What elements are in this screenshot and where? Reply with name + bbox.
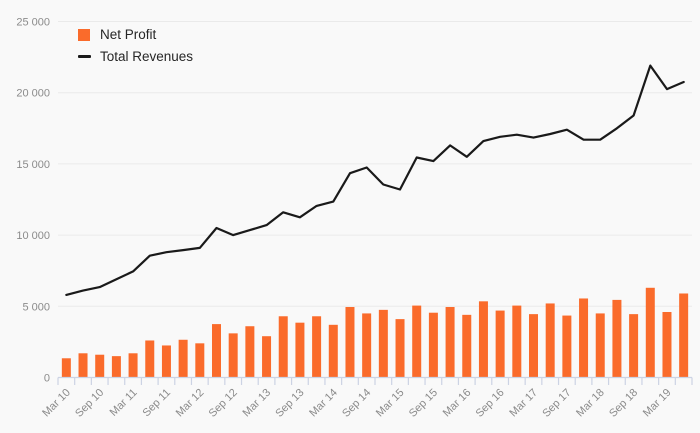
bar-net-profit[interactable] <box>412 305 422 378</box>
y-axis-label: 0 <box>44 373 50 385</box>
bar-net-profit[interactable] <box>328 324 338 378</box>
x-axis-label: Mar 11 <box>108 387 140 419</box>
legend-label-total-revenues: Total Revenues <box>100 49 194 64</box>
bar-net-profit[interactable] <box>462 314 472 378</box>
x-axis-label: Mar 18 <box>574 387 607 420</box>
bar-net-profit[interactable] <box>629 314 639 378</box>
x-axis-label: Sep 14 <box>340 387 373 420</box>
y-axis-label: 25 000 <box>16 17 50 29</box>
bar-net-profit[interactable] <box>195 343 205 378</box>
bar-net-profit[interactable] <box>478 301 488 378</box>
x-axis-label: Mar 15 <box>374 387 407 420</box>
bar-net-profit[interactable] <box>445 307 455 378</box>
x-axis-label: Sep 15 <box>407 387 440 420</box>
bar-net-profit[interactable] <box>128 353 138 378</box>
bar-net-profit[interactable] <box>245 326 255 378</box>
bar-net-profit[interactable] <box>495 310 505 378</box>
bar-net-profit[interactable] <box>378 309 388 378</box>
bar-net-profit[interactable] <box>228 333 238 378</box>
bar-net-profit[interactable] <box>512 305 522 378</box>
bar-net-profit[interactable] <box>562 315 572 378</box>
net-profit-swatch-icon <box>78 28 90 41</box>
x-axis-label: Mar 16 <box>441 387 474 420</box>
x-axis-label: Sep 12 <box>207 387 240 420</box>
x-axis-label: Mar 13 <box>241 387 274 420</box>
y-axis-label: 10 000 <box>16 230 50 242</box>
bar-net-profit[interactable] <box>78 353 88 378</box>
x-axis-label: Mar 10 <box>40 387 73 420</box>
legend: Net Profit Total Revenues <box>78 26 193 65</box>
bar-net-profit[interactable] <box>529 314 538 378</box>
y-axis-label: 20 000 <box>16 88 50 100</box>
bar-net-profit[interactable] <box>212 324 221 378</box>
bar-net-profit[interactable] <box>645 287 655 378</box>
bar-net-profit[interactable] <box>428 312 438 378</box>
legend-item-net-profit[interactable]: Net Profit <box>78 26 193 43</box>
bar-net-profit[interactable] <box>395 319 405 378</box>
bar-net-profit[interactable] <box>61 358 71 378</box>
x-axis-label: Sep 11 <box>140 387 173 420</box>
bar-net-profit[interactable] <box>612 299 622 378</box>
y-axis-label: 5 000 <box>22 301 50 313</box>
bar-net-profit[interactable] <box>362 313 372 378</box>
bar-net-profit[interactable] <box>545 303 555 378</box>
x-axis-label: Sep 13 <box>273 387 306 420</box>
legend-label-net-profit: Net Profit <box>100 27 157 42</box>
x-axis-label: Sep 10 <box>73 387 106 420</box>
legend-item-total-revenues[interactable]: Total Revenues <box>78 48 193 65</box>
bar-net-profit[interactable] <box>262 336 272 378</box>
bar-net-profit[interactable] <box>161 345 171 378</box>
x-axis-label: Mar 14 <box>307 387 340 420</box>
bar-net-profit[interactable] <box>278 316 288 378</box>
bar-net-profit[interactable] <box>679 293 689 378</box>
bar-net-profit[interactable] <box>345 307 355 378</box>
x-axis-label: Sep 18 <box>607 387 640 420</box>
bar-net-profit[interactable] <box>295 322 305 378</box>
total-revenues-line-icon <box>78 55 91 58</box>
total-revenues-line[interactable] <box>65 64 685 296</box>
x-axis-label: Mar 12 <box>174 387 207 420</box>
bar-net-profit[interactable] <box>178 339 188 378</box>
x-axis-label: Mar 17 <box>507 387 540 420</box>
y-axis-label: 15 000 <box>16 159 50 171</box>
bar-net-profit[interactable] <box>312 316 322 378</box>
bar-net-profit[interactable] <box>95 354 105 378</box>
bar-net-profit[interactable] <box>579 298 589 378</box>
x-axis-label: Mar 19 <box>641 387 674 420</box>
bar-net-profit[interactable] <box>111 356 121 378</box>
bar-net-profit[interactable] <box>595 313 605 378</box>
x-axis-label: Sep 17 <box>540 387 573 420</box>
x-axis-label: Sep 16 <box>474 387 507 420</box>
bar-net-profit[interactable] <box>662 311 672 378</box>
bar-net-profit[interactable] <box>145 340 155 378</box>
